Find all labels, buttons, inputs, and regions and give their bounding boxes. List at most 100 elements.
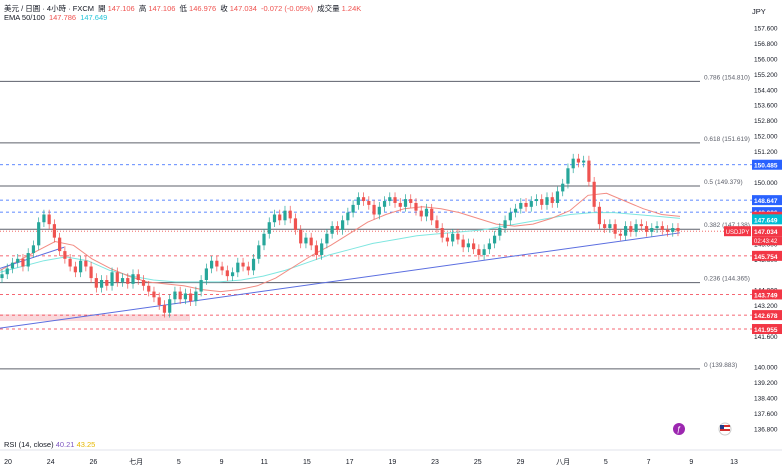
early-trendline — [0, 246, 65, 269]
candle-body — [671, 228, 675, 232]
candle-body — [603, 224, 607, 228]
candle-body — [99, 280, 104, 288]
x-tick-label: 19 — [388, 459, 396, 466]
x-tick-label: 15 — [303, 459, 311, 466]
candle-body — [320, 243, 324, 255]
candle-body — [492, 235, 497, 244]
candle-body — [194, 291, 198, 302]
candle-body — [582, 160, 586, 163]
candle-body — [215, 260, 219, 267]
price-tag-bg — [752, 324, 782, 335]
candle-body — [152, 291, 156, 298]
low-label: 低 — [179, 4, 188, 13]
candle-body — [210, 260, 214, 269]
open-value: 147.106 — [107, 4, 135, 13]
candle-body — [403, 199, 408, 207]
candle-body — [534, 199, 539, 202]
candle-body — [68, 258, 72, 267]
candle-body — [676, 228, 680, 232]
x-tick-label: 17 — [346, 459, 354, 466]
candle-body — [42, 214, 46, 223]
trendline — [0, 232, 681, 329]
candle-body — [440, 228, 444, 238]
x-tick-label: 5 — [177, 459, 181, 466]
y-tick-label: 151.200 — [754, 149, 778, 156]
alert-icon[interactable]: ƒ — [673, 423, 685, 435]
candle-body — [524, 202, 528, 207]
candle-body — [665, 229, 670, 232]
candle-body — [89, 266, 93, 279]
x-tick-label: 23 — [431, 459, 439, 466]
fib-label-0.236: 0.236 (144.365) — [704, 276, 750, 283]
candle-body — [204, 268, 208, 280]
candle-body — [540, 199, 544, 205]
x-tick-label: 13 — [730, 459, 738, 466]
candle-body — [372, 204, 376, 215]
candle-body — [529, 201, 533, 207]
currency-label: JPY — [752, 7, 766, 16]
candle-body — [335, 226, 339, 230]
candle-body — [225, 270, 229, 277]
ema-lines — [0, 192, 681, 293]
candle-body — [393, 197, 397, 203]
low-value: 146.976 — [189, 4, 217, 13]
candle-body — [419, 210, 423, 217]
x-tick-label: 7 — [647, 459, 651, 466]
candle-body — [613, 224, 617, 234]
candle-body — [31, 245, 36, 254]
candle-body — [430, 208, 434, 221]
flag-icon[interactable] — [718, 422, 732, 436]
candle-body — [147, 285, 151, 292]
candle-body — [634, 224, 638, 232]
ema50-value: 147.786 — [48, 13, 77, 22]
candle-body — [120, 278, 125, 282]
candle-body — [341, 220, 345, 230]
y-tick-label: 156.000 — [754, 57, 778, 64]
candle-body — [73, 266, 77, 273]
candle-body — [304, 237, 308, 244]
candle-body — [445, 237, 450, 242]
change-value: -0.072 (-0.05%) — [260, 4, 314, 13]
candle-body — [63, 251, 67, 259]
candle-body — [131, 274, 135, 284]
y-tick-label: 156.800 — [754, 41, 778, 48]
price-tag-bg — [752, 214, 782, 225]
y-tick-label: 139.200 — [754, 380, 778, 387]
y-tick-label: 150.000 — [754, 180, 778, 187]
y-tick-label: 157.600 — [754, 26, 778, 33]
candlesticks — [0, 153, 680, 318]
x-tick-label: 24 — [47, 459, 55, 466]
high-value: 147.106 — [148, 4, 176, 13]
candle-body — [10, 262, 15, 269]
candle-body — [110, 272, 114, 286]
candle-body — [377, 206, 381, 215]
price-tag-147.649: 147.649 — [754, 217, 778, 224]
candle-body — [367, 201, 371, 205]
candle-body — [545, 197, 549, 205]
symbol-title: 美元 / 日圓 · 4小時 · FXCM — [4, 4, 94, 13]
candle-body — [660, 226, 664, 230]
candle-body — [398, 202, 402, 207]
x-tick-label: 9 — [220, 459, 224, 466]
candle-body — [220, 266, 224, 271]
y-tick-label: 152.800 — [754, 118, 778, 125]
close-value: 147.034 — [229, 4, 257, 13]
high-label: 高 — [138, 4, 147, 13]
candle-body — [230, 272, 235, 277]
candle-body — [278, 214, 282, 221]
candle-body — [356, 197, 360, 205]
rsi-value-2: 43.25 — [76, 440, 96, 449]
candle-body — [126, 278, 130, 284]
candle-body — [576, 158, 581, 163]
candle-body — [272, 214, 277, 223]
candle-body — [288, 210, 292, 219]
candle-body — [178, 291, 182, 300]
y-tick-label: 141.600 — [754, 334, 778, 341]
price-tag-bg — [752, 159, 782, 170]
rsi-label: RSI (14, close) — [4, 440, 54, 449]
candle-body — [293, 218, 298, 230]
price-tags: 150.485148.647148.026147.786147.649USDJP… — [724, 159, 782, 335]
ema100-line — [0, 212, 681, 283]
candle-body — [346, 212, 350, 221]
